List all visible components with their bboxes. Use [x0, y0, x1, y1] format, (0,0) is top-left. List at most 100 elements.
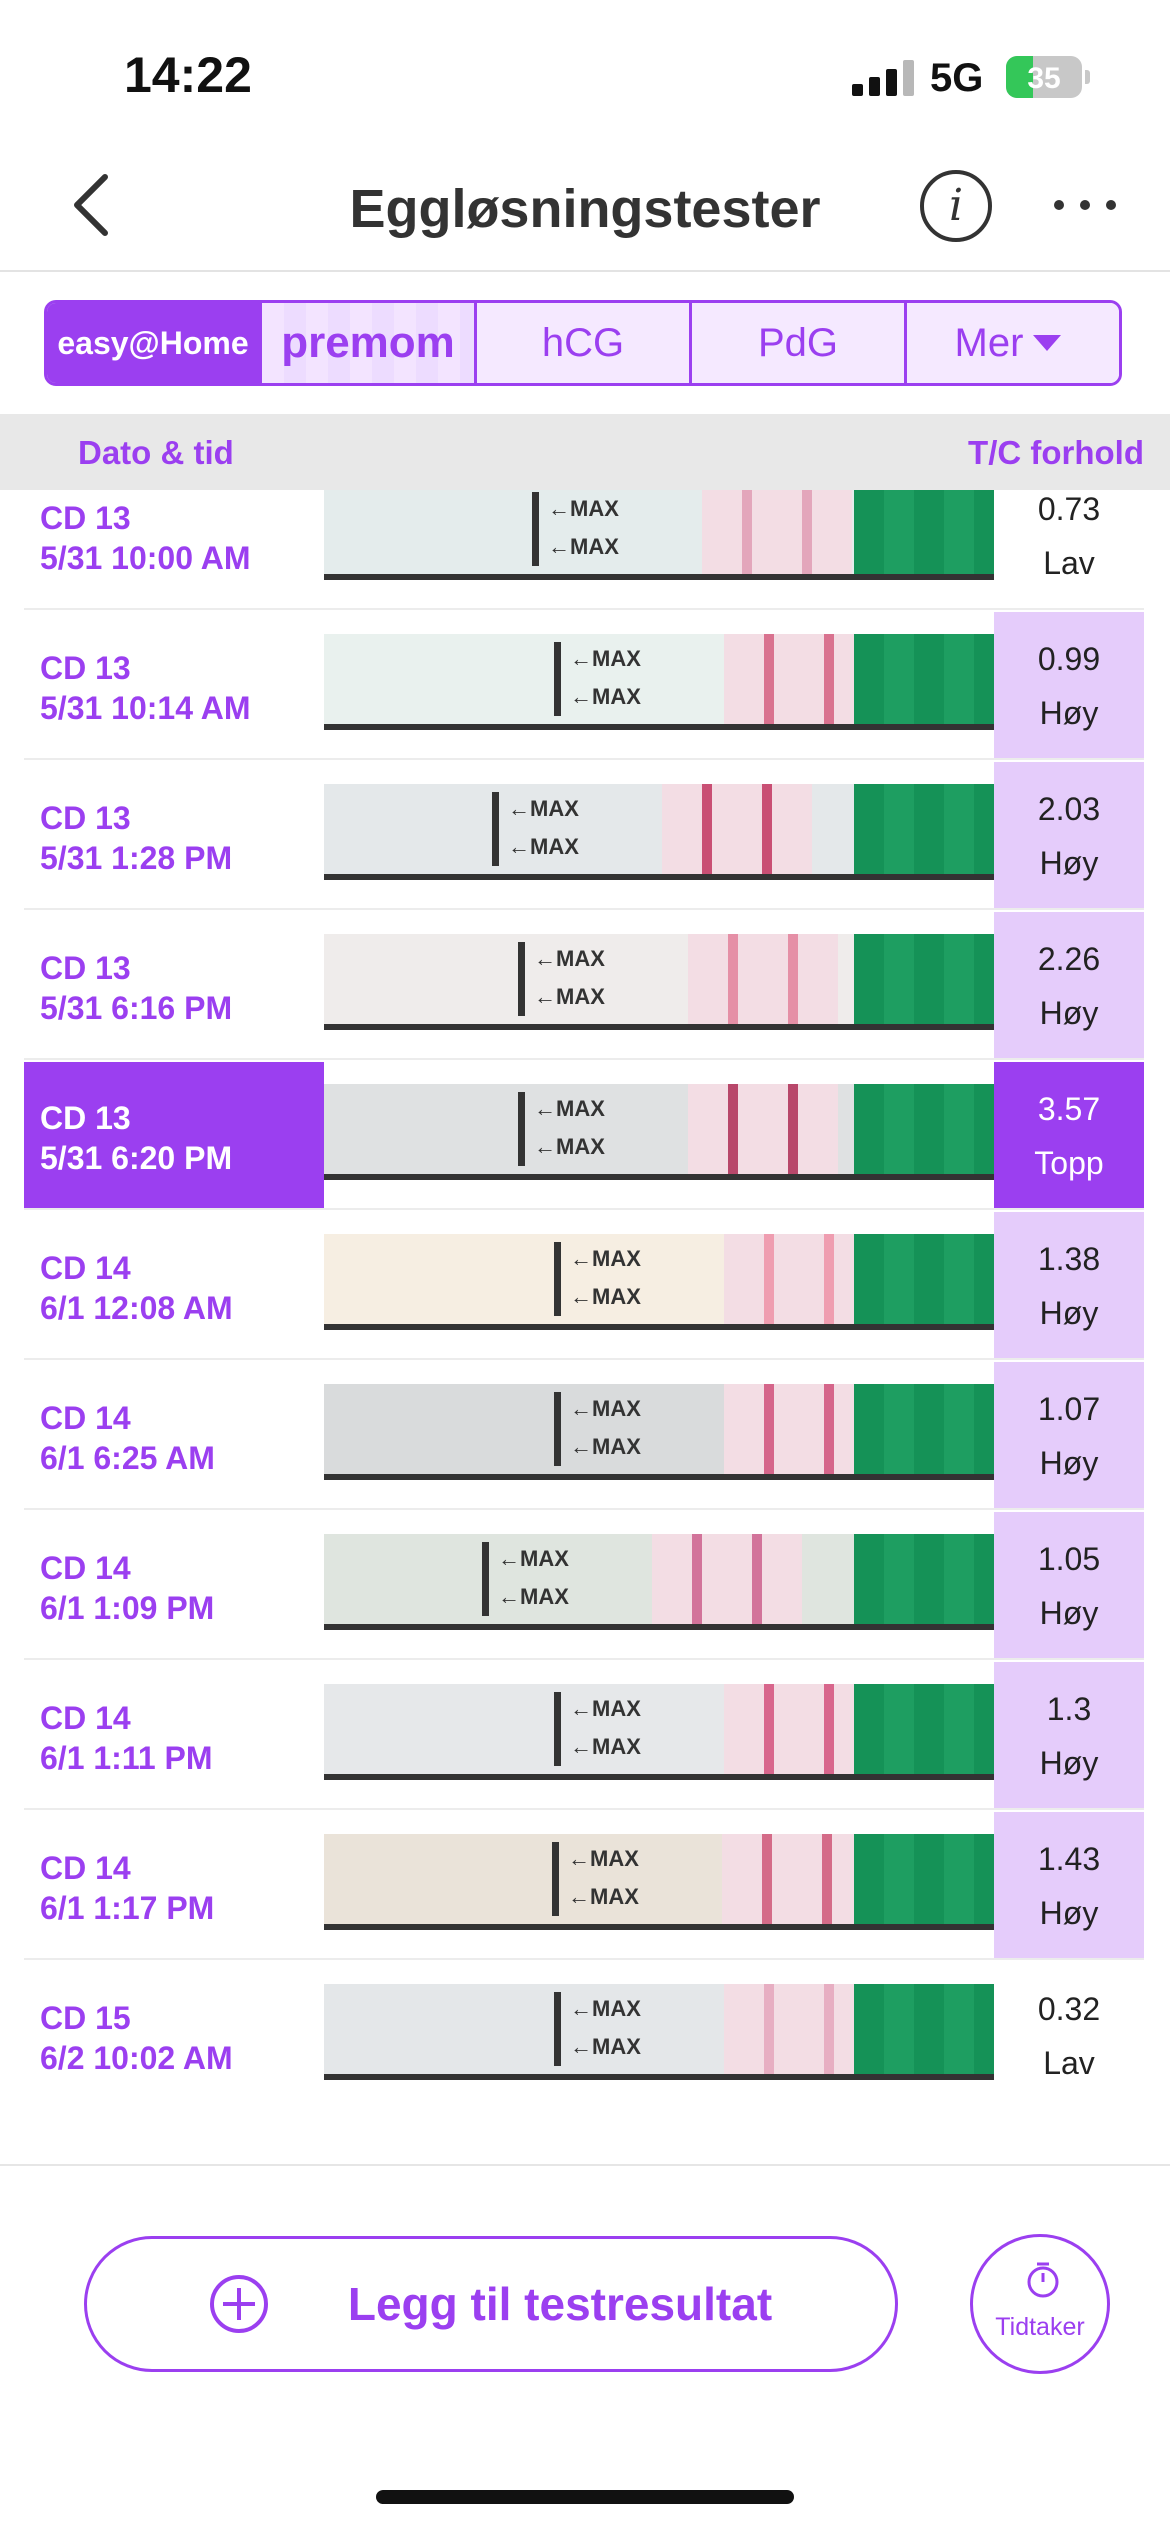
strip-max-text: ←MAX	[570, 1996, 641, 2021]
test-type-tabs: easy@Home premom hCG PdG Mer	[44, 300, 1122, 386]
tc-ratio-cell: 1.07 Høy	[994, 1362, 1144, 1508]
test-datetime: 5/31 10:14 AM	[40, 690, 251, 726]
test-strip-image: ←MAX ←MAX	[324, 634, 994, 730]
cycle-day: CD 13	[40, 1100, 131, 1136]
strip-control-line	[824, 634, 834, 724]
tab-hcg[interactable]: hCG	[477, 303, 692, 383]
strip-max-bar	[554, 642, 561, 716]
test-datetime: 6/1 6:25 AM	[40, 1440, 215, 1476]
tc-ratio-cell: 0.73 Lav	[994, 490, 1144, 608]
back-button[interactable]	[56, 170, 126, 240]
strip-result-window	[688, 1084, 838, 1174]
tc-ratio-value: 1.38	[1037, 1241, 1101, 1277]
result-row[interactable]: CD 14 6/1 1:17 PM ←MAX ←MAX 1.43 Høy	[24, 1812, 1144, 1960]
strip-lh-handle	[854, 1234, 994, 1324]
result-row[interactable]: CD 13 5/31 10:14 AM ←MAX ←MAX 0.99 Høy	[24, 612, 1144, 760]
tab-pdg[interactable]: PdG	[692, 303, 907, 383]
timer-label: Tidtaker	[995, 2313, 1085, 2341]
strip-result-window	[724, 1984, 874, 2074]
result-row[interactable]: CD 15 6/2 10:02 AM ←MAX ←MAX 0.32 Lav	[24, 1962, 1144, 2100]
row-date-time: CD 14 6/1 6:25 AM	[24, 1362, 324, 1508]
home-indicator	[376, 2490, 794, 2504]
test-strip-image: ←MAX ←MAX	[324, 1834, 994, 1930]
add-test-result-button[interactable]: Legg til testresultat	[84, 2236, 898, 2372]
strip-max-text: ←MAX	[570, 646, 641, 671]
easy-home-logo: easy@Home	[57, 324, 249, 361]
strip-max-bar	[552, 1842, 559, 1916]
tc-level: Lav	[1043, 2045, 1095, 2081]
strip-max-label: ←MAX ←MAX	[568, 1840, 639, 1916]
result-row[interactable]: CD 14 6/1 6:25 AM ←MAX ←MAX 1.07 Høy	[24, 1362, 1144, 1510]
strip-max-text: ←MAX	[534, 1096, 605, 1121]
strip-test-line	[764, 1384, 774, 1474]
tab-easy-home[interactable]: easy@Home	[47, 303, 262, 383]
tab-more[interactable]: Mer	[907, 303, 1119, 383]
add-test-result-label: Legg til testresultat	[347, 2278, 773, 2330]
strip-max-bar	[554, 1242, 561, 1316]
result-row[interactable]: CD 13 5/31 6:16 PM ←MAX ←MAX 2.26 Høy	[24, 912, 1144, 1060]
battery-fill	[1006, 56, 1033, 98]
cycle-day: CD 14	[40, 1700, 131, 1736]
result-row[interactable]: CD 13 5/31 6:20 PM ←MAX ←MAX 3.57 Topp	[24, 1062, 1144, 1210]
strip-control-line	[824, 1684, 834, 1774]
tc-level: Høy	[1039, 1895, 1099, 1931]
tc-level: Høy	[1039, 845, 1099, 881]
strip-max-label: ←MAX ←MAX	[534, 940, 605, 1016]
tc-ratio-value: 1.07	[1037, 1391, 1101, 1427]
strip-result-window	[662, 784, 812, 874]
cycle-day: CD 14	[40, 1550, 131, 1586]
strip-max-text: ←MAX	[508, 796, 579, 821]
tc-ratio-value: 1.05	[1037, 1541, 1101, 1577]
tab-hcg-label: hCG	[541, 320, 625, 365]
strip-max-text: ←MAX	[534, 946, 605, 971]
strip-lh-handle	[854, 784, 994, 874]
tc-level: Høy	[1039, 1745, 1099, 1781]
strip-lh-handle	[854, 1084, 994, 1174]
tc-ratio-value: 0.73	[1037, 491, 1101, 527]
tc-ratio-value: 3.57	[1037, 1091, 1101, 1127]
strip-max-bar	[532, 492, 539, 566]
more-options-button[interactable]	[1050, 170, 1120, 240]
results-list: CD 13 5/31 10:00 AM ←MAX ←MAX 0.73 Lav CD 13 5/…	[0, 490, 1170, 2100]
strip-max-text: ←MAX	[498, 1584, 569, 1609]
result-row[interactable]: CD 14 6/1 1:09 PM ←MAX ←MAX 1.05 Høy	[24, 1512, 1144, 1660]
status-bar: 14:22 5G 35	[0, 0, 1170, 150]
strip-control-line	[762, 784, 772, 874]
cycle-day: CD 13	[40, 950, 131, 986]
result-row[interactable]: CD 14 6/1 12:08 AM ←MAX ←MAX 1.38 Høy	[24, 1212, 1144, 1360]
premom-logo: premom	[281, 318, 455, 367]
tab-premom[interactable]: premom	[262, 303, 477, 383]
bottom-divider	[0, 2164, 1170, 2166]
test-strip-image: ←MAX ←MAX	[324, 1984, 994, 2080]
strip-control-line	[788, 934, 798, 1024]
strip-test-line	[728, 934, 738, 1024]
row-date-time: CD 14 6/1 12:08 AM	[24, 1212, 324, 1358]
strip-max-label: ←MAX ←MAX	[570, 640, 641, 716]
info-icon[interactable]: i	[920, 170, 992, 242]
tc-level: Høy	[1039, 695, 1099, 731]
strip-max-text: ←MAX	[568, 1846, 639, 1871]
result-row[interactable]: CD 13 5/31 1:28 PM ←MAX ←MAX 2.03 Høy	[24, 762, 1144, 910]
strip-max-bar	[518, 942, 525, 1016]
strip-control-line	[788, 1084, 798, 1174]
tab-pdg-label: PdG	[757, 320, 839, 365]
strip-max-text: ←MAX	[534, 984, 605, 1009]
strip-max-label: ←MAX ←MAX	[570, 1390, 641, 1466]
timer-button[interactable]: Tidtaker	[970, 2234, 1110, 2374]
result-row[interactable]: CD 13 5/31 10:00 AM ←MAX ←MAX 0.73 Lav	[24, 490, 1144, 610]
stopwatch-icon	[1027, 2262, 1059, 2298]
signal-icon	[852, 60, 916, 96]
column-tc-ratio: T/C forhold	[968, 434, 1144, 471]
strip-max-bar	[554, 1392, 561, 1466]
strip-test-line	[742, 490, 752, 574]
strip-max-text: ←MAX	[508, 834, 579, 859]
strip-max-text: ←MAX	[570, 1696, 641, 1721]
nav-bar: Eggløsningstester i	[0, 150, 1170, 272]
test-strip-image: ←MAX ←MAX	[324, 784, 994, 880]
result-row[interactable]: CD 14 6/1 1:11 PM ←MAX ←MAX 1.3 Høy	[24, 1662, 1144, 1810]
strip-max-label: ←MAX ←MAX	[508, 790, 579, 866]
tc-level: Høy	[1039, 995, 1099, 1031]
battery-icon: 35	[1006, 56, 1082, 98]
strip-max-bar	[482, 1542, 489, 1616]
test-strip-image: ←MAX ←MAX	[324, 1534, 994, 1630]
